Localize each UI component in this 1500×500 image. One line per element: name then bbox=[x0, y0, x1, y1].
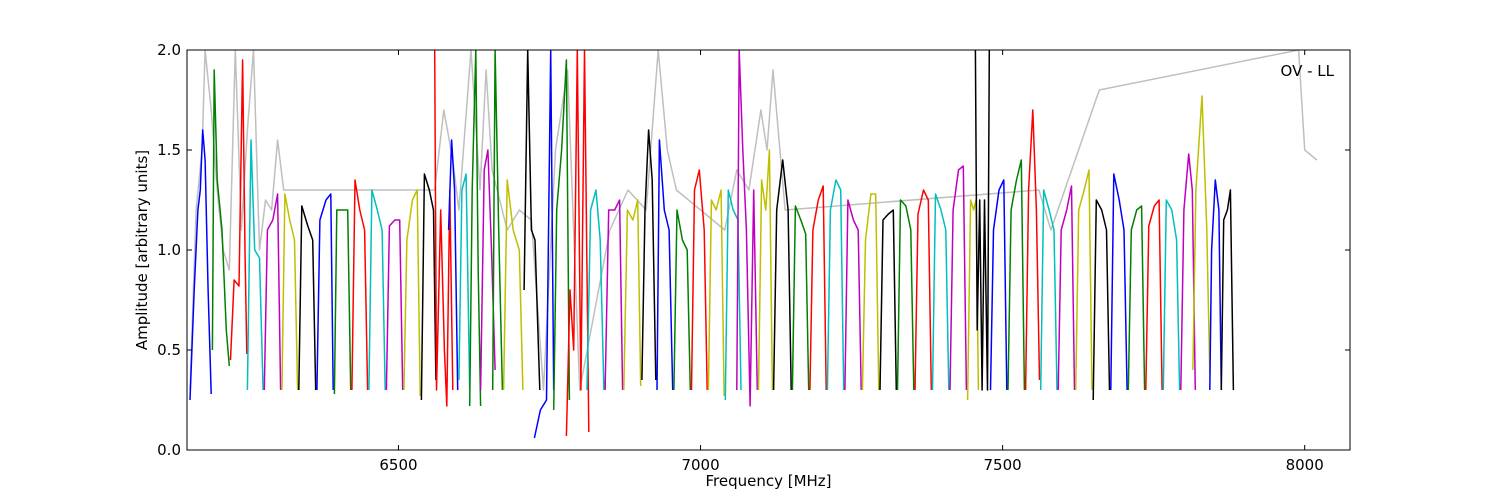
series-line-44 bbox=[896, 199, 915, 391]
series-line-56 bbox=[1092, 199, 1111, 401]
series-line-22 bbox=[523, 50, 541, 391]
background-series-layer bbox=[189, 50, 1318, 391]
series-line-36 bbox=[757, 149, 774, 391]
x-tick-label: 6500 bbox=[379, 456, 417, 474]
series-line-10 bbox=[351, 179, 369, 391]
series-line-28 bbox=[623, 199, 642, 391]
x-tick-label: 7500 bbox=[984, 456, 1022, 474]
x-axis-label: Frequency [MHz] bbox=[705, 472, 831, 490]
series-line-4 bbox=[246, 139, 264, 391]
x-tick-label: 8000 bbox=[1286, 456, 1324, 474]
series-line-54 bbox=[1057, 185, 1076, 391]
series-line-16 bbox=[447, 139, 459, 391]
series-line-41 bbox=[844, 199, 862, 391]
series-line-25 bbox=[565, 50, 590, 437]
series-line-11 bbox=[368, 189, 386, 391]
series-line-5 bbox=[263, 193, 282, 391]
y-tick-label: 2.0 bbox=[157, 41, 181, 59]
series-layer bbox=[189, 50, 1235, 439]
series-line-49 bbox=[974, 50, 991, 391]
series-line-58 bbox=[1127, 205, 1146, 391]
series-line-14 bbox=[420, 173, 437, 401]
series-line-38 bbox=[791, 205, 810, 391]
series-line-2 bbox=[211, 69, 231, 367]
series-line-60 bbox=[1162, 199, 1181, 391]
series-line-59 bbox=[1145, 199, 1163, 391]
series-line-24 bbox=[552, 59, 571, 411]
series-line-40 bbox=[826, 179, 845, 391]
series-line-61 bbox=[1180, 153, 1197, 391]
series-line-3 bbox=[229, 59, 248, 361]
series-line-29 bbox=[641, 129, 657, 381]
series-line-43 bbox=[879, 209, 898, 391]
chart-annotation: OV - LL bbox=[1281, 62, 1335, 80]
series-line-53 bbox=[1039, 189, 1058, 391]
background-series-line bbox=[189, 50, 1318, 391]
series-line-30 bbox=[656, 139, 674, 391]
series-line-34 bbox=[724, 189, 742, 401]
series-line-51 bbox=[1007, 159, 1026, 391]
y-tick-label: 1.0 bbox=[157, 241, 181, 259]
series-line-46 bbox=[931, 193, 950, 391]
series-line-31 bbox=[673, 209, 692, 391]
series-line-62 bbox=[1192, 95, 1211, 375]
series-line-26 bbox=[586, 189, 605, 391]
series-line-32 bbox=[690, 169, 708, 391]
series-line-18 bbox=[468, 50, 482, 407]
series-line-21 bbox=[502, 179, 524, 391]
series-line-15 bbox=[433, 50, 454, 407]
series-line-42 bbox=[861, 193, 880, 391]
x-tick-label: 7000 bbox=[681, 456, 719, 474]
series-line-35 bbox=[736, 50, 759, 407]
series-line-45 bbox=[914, 189, 933, 391]
series-line-8 bbox=[316, 193, 334, 391]
series-line-50 bbox=[989, 179, 1008, 391]
series-line-33 bbox=[707, 189, 725, 397]
plot-frame bbox=[186, 49, 1351, 451]
y-tick-label: 0.0 bbox=[157, 441, 181, 459]
y-axis-label: Amplitude [arbitrary units] bbox=[133, 150, 151, 350]
series-line-64 bbox=[1220, 189, 1235, 391]
series-line-55 bbox=[1074, 169, 1093, 391]
ticks-layer: 6500 7000 7500 8000 0.0 0.5 1.0 1.5 2.0 bbox=[157, 41, 1350, 474]
series-line-7 bbox=[298, 205, 317, 391]
series-line-23 bbox=[533, 50, 555, 439]
series-line-27 bbox=[604, 199, 624, 391]
series-line-12 bbox=[385, 219, 404, 391]
series-line-6 bbox=[281, 193, 299, 391]
y-tick-label: 0.5 bbox=[157, 341, 181, 359]
series-line-20 bbox=[491, 50, 504, 391]
series-line-47 bbox=[949, 165, 968, 391]
series-line-1 bbox=[189, 129, 212, 401]
series-line-37 bbox=[772, 159, 792, 391]
series-line-13 bbox=[403, 189, 421, 397]
y-tick-label: 1.5 bbox=[157, 141, 181, 159]
series-line-17 bbox=[458, 173, 471, 391]
series-line-63 bbox=[1209, 179, 1223, 391]
series-line-39 bbox=[809, 185, 827, 391]
series-line-52 bbox=[1024, 109, 1041, 391]
series-line-9 bbox=[333, 209, 352, 395]
series-line-57 bbox=[1110, 173, 1128, 391]
